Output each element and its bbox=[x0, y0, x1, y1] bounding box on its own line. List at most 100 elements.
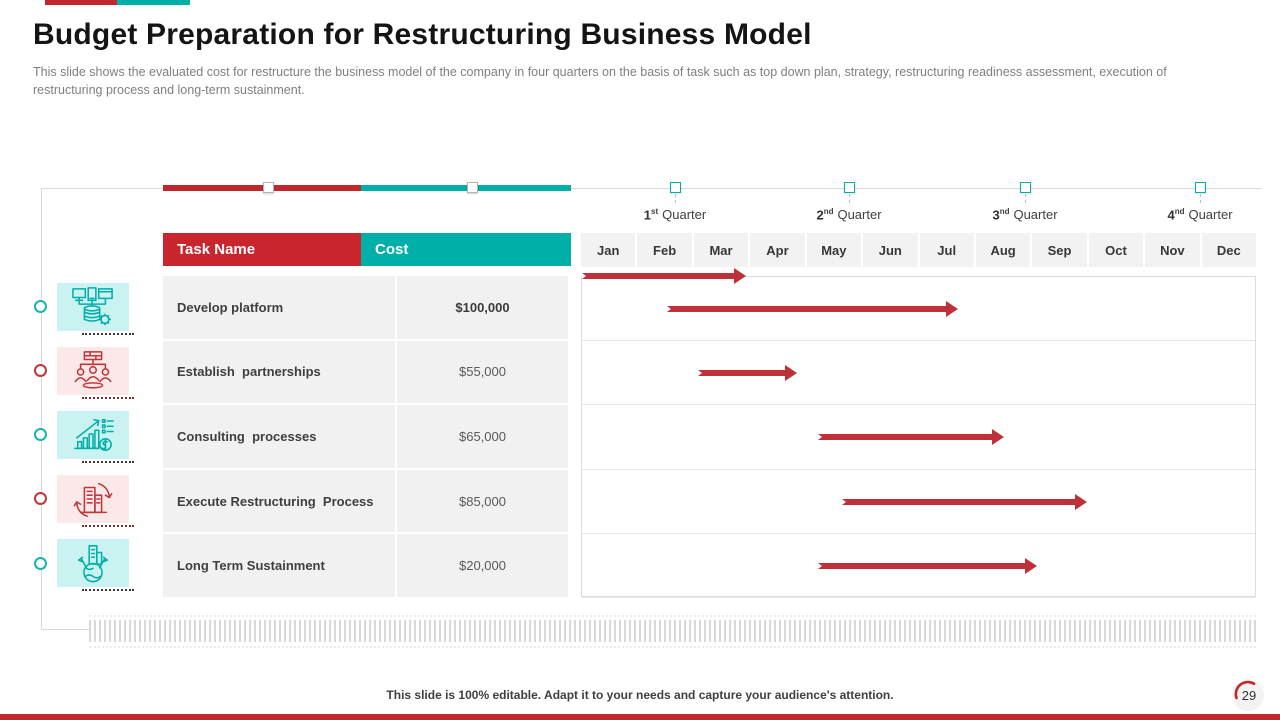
gantt-arrow bbox=[817, 429, 1004, 446]
task-name-cell: Develop platform bbox=[163, 276, 397, 339]
consulting-processes-icon bbox=[74, 418, 114, 452]
quarter-ordinal: nd bbox=[1174, 207, 1185, 216]
quarter-word: Quarter bbox=[837, 207, 882, 223]
arrow-head-icon bbox=[991, 429, 1004, 446]
arrow-head-icon bbox=[1024, 557, 1037, 574]
arrow-bar bbox=[842, 498, 1077, 505]
page-badge-arc bbox=[1234, 680, 1256, 700]
icon-underline bbox=[82, 333, 134, 335]
cost-cell: $85,000 bbox=[459, 493, 506, 509]
cost-cell: $20,000 bbox=[459, 558, 506, 574]
quarter-label: 2nd Quarter bbox=[779, 207, 919, 222]
task-name-header: Task Name bbox=[163, 233, 361, 266]
accent-minibar bbox=[45, 0, 190, 5]
quarter-ordinal: st bbox=[651, 207, 659, 216]
cost-header: Cost bbox=[361, 233, 571, 266]
timeline-ring-icon bbox=[34, 364, 47, 377]
timeline-ring-icon bbox=[34, 300, 47, 313]
quarter-connector bbox=[1199, 194, 1201, 203]
quarter-label: 1st Quarter bbox=[605, 207, 745, 222]
quarter-connector bbox=[1024, 194, 1026, 203]
table-row: Establish partnerships $55,000 bbox=[163, 340, 568, 404]
slide-description: This slide shows the evaluated cost for … bbox=[33, 65, 1167, 97]
quarter-marker-2: 2nd Quarter bbox=[779, 182, 919, 222]
quarter-number: 3 bbox=[992, 207, 1000, 223]
frame-vertical-line bbox=[41, 188, 42, 629]
page-number: 29 bbox=[1242, 688, 1256, 703]
task-name-cell: Execute Restructuring Process bbox=[163, 469, 397, 533]
consulting-processes-icon-tile bbox=[57, 411, 129, 459]
table-header: Task Name Cost bbox=[163, 233, 571, 266]
arrow-tail-notch bbox=[817, 434, 822, 441]
develop-platform-icon bbox=[72, 287, 113, 326]
bottom-accent-bar bbox=[0, 714, 1280, 720]
quarter-connector bbox=[674, 194, 676, 203]
task-name-cell: Establish partnerships bbox=[163, 340, 397, 404]
arrow-tail-notch bbox=[842, 498, 847, 505]
arrow-tail-notch bbox=[666, 306, 671, 312]
gantt-arrow bbox=[582, 268, 747, 284]
arrow-tail-notch bbox=[582, 273, 586, 279]
timeline-ring-icon bbox=[34, 492, 47, 505]
page-number-badge: 29 bbox=[1232, 679, 1264, 711]
gantt-arrow bbox=[666, 301, 958, 317]
quarter-marker-1: 1st Quarter bbox=[605, 182, 745, 222]
gantt-row bbox=[582, 470, 1255, 534]
arrow-bar bbox=[817, 562, 1026, 569]
quarter-label: 4nd Quarter bbox=[1130, 207, 1270, 222]
slider-track-red bbox=[163, 185, 361, 191]
month-cell: Jan bbox=[581, 233, 636, 267]
page-title: Budget Preparation for Restructuring Bus… bbox=[33, 18, 812, 51]
table-row: Execute Restructuring Process $85,000 bbox=[163, 469, 568, 533]
execute-restructuring-icon bbox=[73, 482, 113, 517]
frame-elbow-line bbox=[41, 629, 89, 630]
table-row: Develop platform $100,000 bbox=[163, 276, 568, 339]
gantt-arrow bbox=[817, 557, 1037, 574]
task-table: Develop platform $100,000 Establish part… bbox=[163, 276, 568, 597]
gantt-rows bbox=[581, 268, 1256, 598]
execute-restructuring-icon-tile bbox=[57, 475, 129, 523]
dotted-divider bbox=[89, 646, 1256, 648]
quarter-handle-icon bbox=[669, 182, 681, 193]
quarter-label: 3nd Quarter bbox=[955, 207, 1095, 222]
arrow-bar bbox=[666, 306, 947, 312]
quarter-number: 2 bbox=[816, 207, 824, 223]
slider-track-teal bbox=[361, 185, 571, 191]
arrow-tail-notch bbox=[817, 562, 822, 569]
gantt-row bbox=[582, 341, 1255, 406]
frame-horizontal-line bbox=[41, 188, 1262, 189]
quarter-handle-icon bbox=[843, 182, 855, 193]
arrow-head-icon bbox=[734, 268, 747, 284]
footer-note: This slide is 100% editable. Adapt it to… bbox=[386, 688, 894, 702]
month-cell: Aug bbox=[975, 233, 1031, 267]
quarter-word: Quarter bbox=[662, 207, 707, 223]
timeline-ring-icon bbox=[34, 557, 47, 570]
task-name-cell: Consulting processes bbox=[163, 405, 397, 468]
quarter-handle-icon bbox=[1194, 182, 1206, 193]
arrow-bar bbox=[582, 273, 736, 279]
develop-platform-icon-tile bbox=[57, 283, 129, 331]
quarter-marker-3: 3nd Quarter bbox=[955, 182, 1095, 222]
long-term-sustainment-icon bbox=[77, 545, 109, 583]
month-cell: Jun bbox=[863, 233, 918, 267]
month-header-row: Jan Feb Mar Apr May Jun Jul Aug Sep Oct … bbox=[581, 233, 1256, 267]
minibar-teal-segment bbox=[117, 0, 190, 5]
slider-handle-icon bbox=[263, 182, 274, 193]
icon-underline bbox=[82, 461, 134, 463]
minibar-red-segment bbox=[45, 0, 117, 5]
quarter-number: 4 bbox=[1167, 207, 1175, 223]
month-cell: Feb bbox=[637, 233, 692, 267]
quarter-ordinal: nd bbox=[999, 207, 1010, 216]
month-cell: Mar bbox=[693, 233, 749, 267]
icon-underline bbox=[82, 589, 134, 591]
quarter-number: 1 bbox=[643, 207, 652, 223]
gantt-row bbox=[582, 405, 1255, 470]
arrow-head-icon bbox=[1075, 493, 1088, 510]
establish-partnerships-icon bbox=[74, 351, 112, 389]
quarter-marker-4: 4nd Quarter bbox=[1130, 182, 1270, 222]
icon-underline bbox=[82, 525, 134, 527]
cost-cell: $55,000 bbox=[459, 364, 506, 380]
month-cell: May bbox=[806, 233, 862, 267]
quarter-word: Quarter bbox=[1188, 207, 1233, 223]
